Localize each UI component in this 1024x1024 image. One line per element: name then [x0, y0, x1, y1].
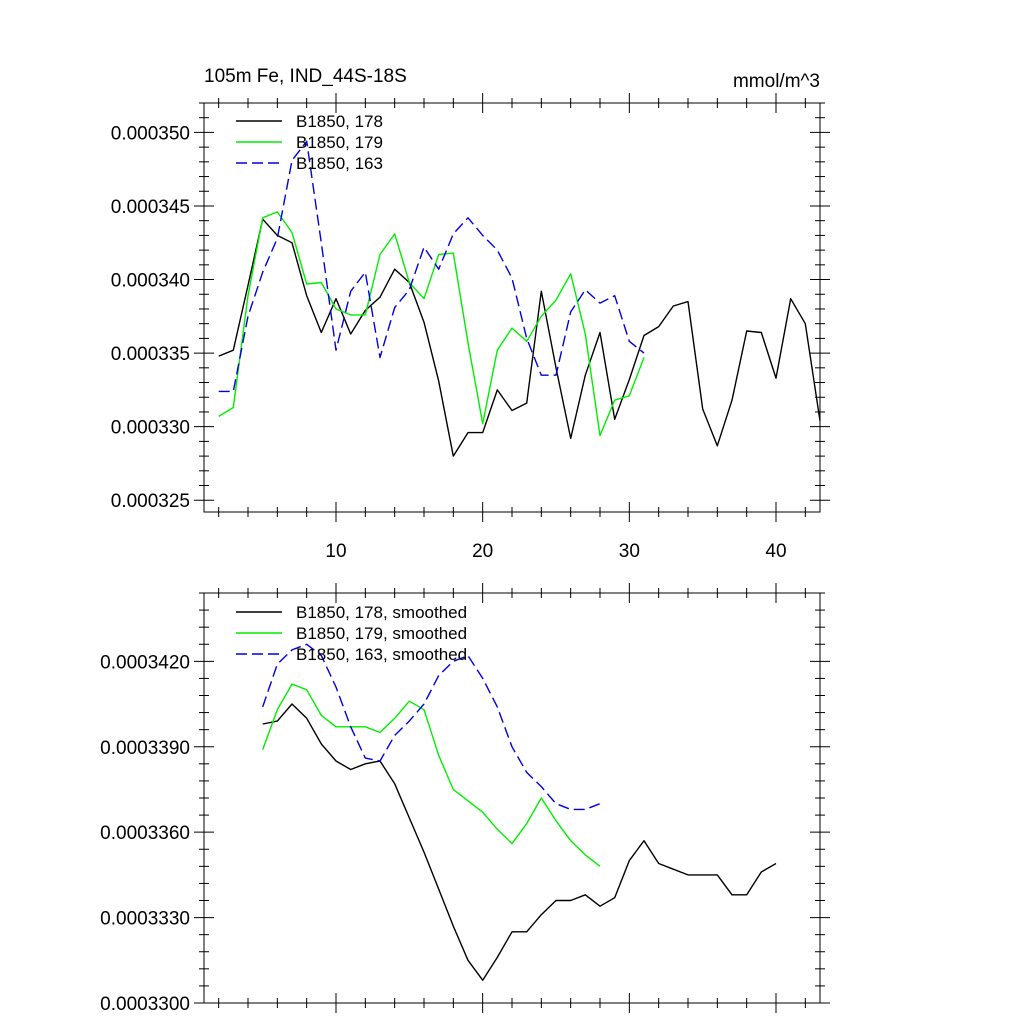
top-x-tick-labels: 10 20 30 40 — [325, 541, 786, 562]
x-tick-label: 40 — [765, 541, 786, 562]
y-tick-label: 0.000330 — [111, 418, 190, 439]
x-tick-label: 10 — [325, 541, 346, 562]
series-line-b1850-178 — [218, 218, 821, 457]
bottom-y-tick-labels: 0.0003300 0.0003330 0.0003360 0.0003390 0.00… — [100, 652, 190, 1015]
y-tick-label: 0.0003360 — [100, 823, 190, 844]
y-tick-label: 0.000340 — [111, 271, 190, 292]
series-line-b1850-179-smoothed — [262, 683, 601, 867]
top-y-tick-labels: 0.000325 0.000330 0.000335 0.000340 0.000345… — [111, 123, 190, 512]
y-tick-label: 0.000325 — [111, 491, 190, 512]
top-legend: B1850, 178 B1850, 179 B1850, 163 — [236, 112, 383, 173]
legend-label: B1850, 163 — [296, 154, 383, 173]
top-plot-frame — [203, 102, 821, 513]
legend-label: B1850, 178, smoothed — [296, 603, 467, 622]
top-series-lines — [218, 140, 821, 457]
y-tick-label: 0.000335 — [111, 344, 190, 365]
bottom-panel: 0.0003300 0.0003330 0.0003360 0.0003390 0.00… — [100, 583, 830, 1015]
top-chart-units: mmol/m^3 — [733, 71, 820, 92]
legend-label: B1850, 179 — [296, 133, 383, 152]
bottom-plot-frame — [203, 592, 821, 1004]
x-tick-label: 20 — [472, 541, 493, 562]
bottom-legend: B1850, 178, smoothed B1850, 179, smoothed… — [236, 603, 467, 664]
top-chart-title: 105m Fe, IND_44S-18S — [204, 66, 407, 87]
legend-label: B1850, 163, smoothed — [296, 645, 467, 664]
series-line-b1850-178-smoothed — [262, 703, 777, 981]
top-tick-marks — [194, 93, 830, 522]
y-tick-label: 0.000350 — [111, 123, 190, 144]
y-tick-label: 0.0003390 — [100, 738, 190, 759]
bottom-series-lines — [262, 643, 777, 981]
series-line-b1850-163 — [218, 140, 645, 393]
y-tick-label: 0.0003330 — [100, 909, 190, 930]
series-line-b1850-179 — [218, 211, 645, 437]
y-tick-label: 0.0003420 — [100, 652, 190, 673]
legend-label: B1850, 179, smoothed — [296, 624, 467, 643]
legend-label: B1850, 178 — [296, 112, 383, 131]
top-panel: 105m Fe, IND_44S-18S mmol/m^3 0.0003250.… — [111, 66, 830, 562]
y-tick-label: 0.000345 — [111, 197, 190, 218]
y-tick-label: 0.0003300 — [100, 994, 190, 1015]
bottom-tick-marks — [194, 583, 830, 1013]
x-tick-label: 30 — [619, 541, 640, 562]
series-line-b1850-163-smoothed — [262, 643, 601, 811]
